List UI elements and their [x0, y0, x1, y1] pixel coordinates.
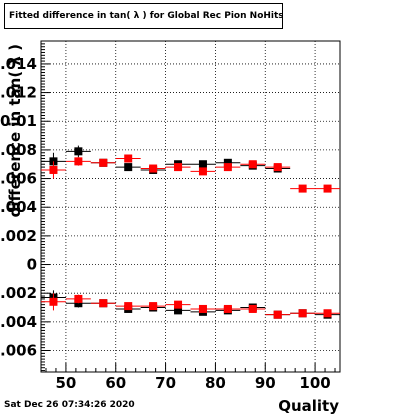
y-tick-label: 0.004 [0, 198, 37, 216]
tick-labels: 50 60 70 80 90 100 -0.006 -0.004 -0.002 0 0.002 0.0… [0, 55, 331, 392]
data-point [149, 302, 158, 311]
x-tick-label: 100 [299, 374, 330, 392]
data-point [99, 158, 108, 167]
y-tick-label: 0.008 [0, 141, 37, 159]
data-point [174, 300, 183, 309]
y-tick-label: 0.012 [0, 84, 37, 102]
y-tick-label: -0.002 [0, 284, 37, 302]
data-point [223, 158, 232, 167]
axes [40, 40, 341, 373]
x-tick-label: 60 [105, 374, 126, 392]
data-point [248, 160, 257, 169]
data-point [198, 167, 207, 176]
data-point [49, 297, 58, 306]
y-tick-label: -0.004 [0, 313, 37, 331]
data-point [298, 309, 307, 318]
data-point [273, 163, 282, 172]
series-1 [41, 154, 340, 193]
y-tick-label: 0 [27, 256, 37, 274]
x-tick-label: 90 [255, 374, 276, 392]
data-point [74, 147, 83, 156]
data-point [74, 157, 83, 166]
x-axis-title: Quality [278, 397, 339, 414]
data-markers [41, 145, 340, 319]
y-tick-label: 0.002 [0, 227, 37, 245]
y-tick-label: 0.014 [0, 55, 37, 73]
data-point [74, 294, 83, 303]
plot-frame [40, 40, 341, 373]
data-point [223, 304, 232, 313]
data-point [273, 310, 282, 319]
data-point [323, 309, 332, 318]
y-tick-label: 0.006 [0, 170, 37, 188]
x-tick-label: 80 [205, 374, 226, 392]
data-point [99, 299, 108, 308]
timestamp: Sat Dec 26 07:34:26 2020 [4, 400, 135, 410]
grid-lines [41, 41, 340, 372]
chart-title: Fitted difference in tan( λ ) for Global… [4, 3, 283, 29]
y-axis-title: difference in tan( λ ) [6, 44, 24, 217]
data-point [198, 304, 207, 313]
x-tick-label: 50 [55, 374, 76, 392]
x-tick-label: 70 [155, 374, 176, 392]
data-point [149, 164, 158, 173]
data-point [323, 184, 332, 193]
data-point [124, 302, 133, 311]
data-point [174, 163, 183, 172]
data-point [49, 165, 58, 174]
data-point [298, 184, 307, 193]
data-point [124, 154, 133, 163]
y-tick-label: 0.01 [0, 112, 37, 130]
data-point [174, 306, 183, 315]
data-point [248, 304, 257, 313]
data-point [223, 163, 232, 172]
y-tick-label: -0.006 [0, 342, 37, 360]
series-3 [41, 293, 340, 319]
data-point [198, 160, 207, 169]
data-point [124, 163, 133, 172]
